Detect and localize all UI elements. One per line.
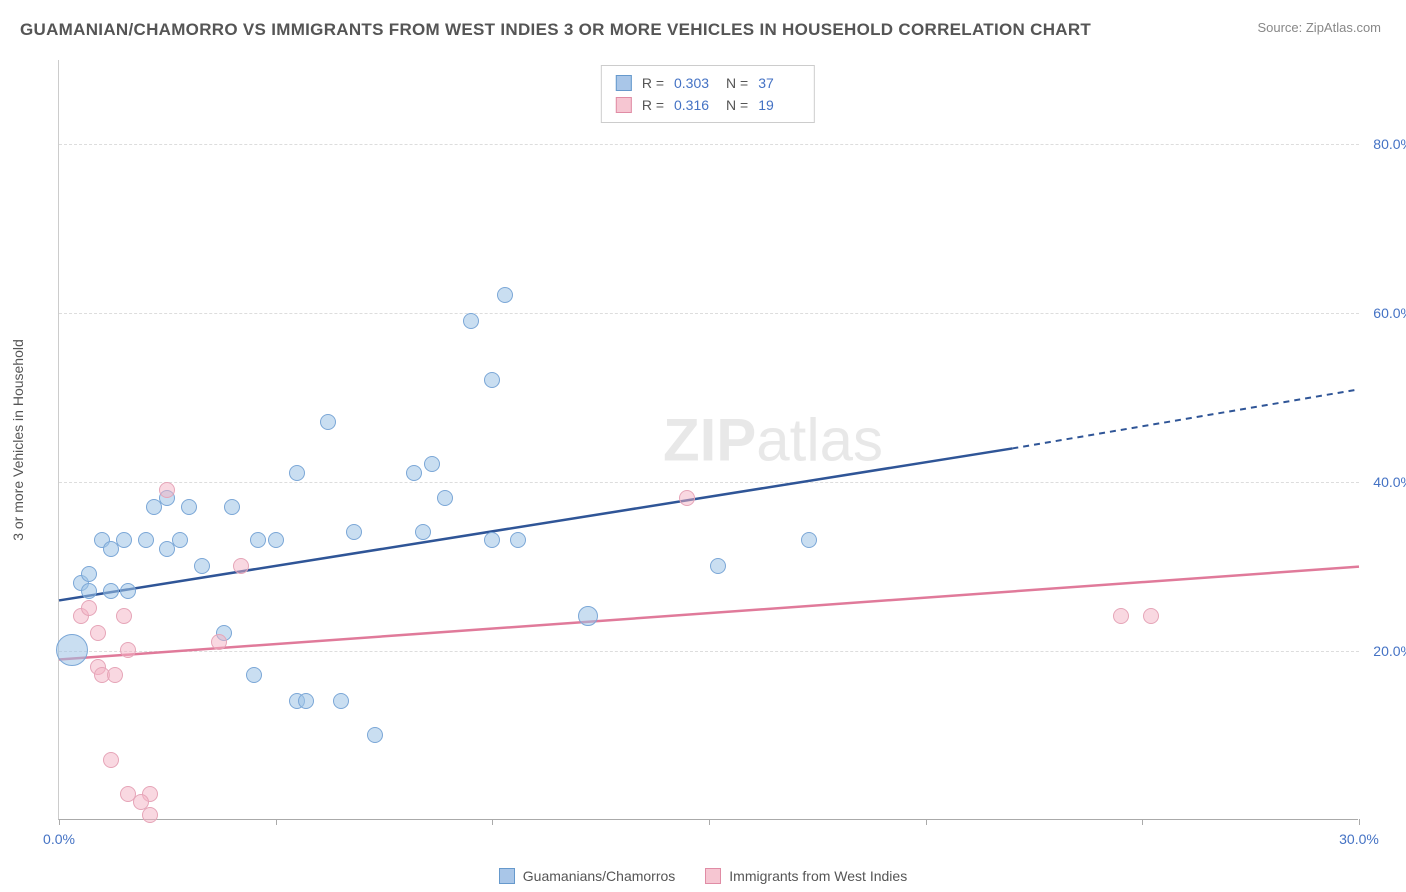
stat-r-value: 0.303 (674, 72, 716, 94)
scatter-point (1143, 608, 1159, 624)
scatter-point (194, 558, 210, 574)
scatter-point (250, 532, 266, 548)
scatter-point (298, 693, 314, 709)
legend-item: Immigrants from West Indies (705, 868, 907, 884)
scatter-point (437, 490, 453, 506)
scatter-point (801, 532, 817, 548)
scatter-point (120, 642, 136, 658)
scatter-point (710, 558, 726, 574)
y-axis-label: 3 or more Vehicles in Household (10, 339, 26, 541)
scatter-point (497, 287, 513, 303)
scatter-point (367, 727, 383, 743)
legend-label: Guamanians/Chamorros (523, 868, 676, 884)
y-tick-label: 60.0% (1363, 305, 1406, 321)
legend-swatch (499, 868, 515, 884)
scatter-point (116, 608, 132, 624)
scatter-point (120, 583, 136, 599)
x-tick-label: 0.0% (43, 831, 75, 847)
scatter-point (246, 667, 262, 683)
scatter-point (578, 606, 598, 626)
trend-lines (59, 60, 1359, 820)
y-tick-label: 80.0% (1363, 136, 1406, 152)
stat-n-value: 19 (758, 94, 800, 116)
scatter-point (1113, 608, 1129, 624)
scatter-point (81, 566, 97, 582)
x-tick (1359, 819, 1360, 825)
scatter-point (56, 634, 88, 666)
scatter-point (415, 524, 431, 540)
scatter-point (233, 558, 249, 574)
stat-r-value: 0.316 (674, 94, 716, 116)
legend-swatch (705, 868, 721, 884)
scatter-point (463, 313, 479, 329)
y-tick-label: 40.0% (1363, 474, 1406, 490)
scatter-point (224, 499, 240, 515)
scatter-point (289, 465, 305, 481)
scatter-point (90, 625, 106, 641)
legend-label: Immigrants from West Indies (729, 868, 907, 884)
scatter-point (333, 693, 349, 709)
legend-swatch (616, 75, 632, 91)
trend-line-dashed (1012, 389, 1359, 448)
scatter-point (346, 524, 362, 540)
scatter-point (484, 372, 500, 388)
scatter-point (103, 583, 119, 599)
trend-line (59, 567, 1359, 660)
scatter-point (484, 532, 500, 548)
stat-n-label: N = (726, 72, 748, 94)
scatter-point (81, 600, 97, 616)
scatter-point (138, 532, 154, 548)
y-tick-label: 20.0% (1363, 643, 1406, 659)
stat-r-label: R = (642, 94, 664, 116)
scatter-point (406, 465, 422, 481)
x-tick-label: 30.0% (1339, 831, 1379, 847)
plot-area: 20.0%40.0%60.0%80.0%0.0%30.0% (58, 60, 1358, 820)
stats-legend-row: R = 0.303 N = 37 (616, 72, 800, 94)
scatter-point (107, 667, 123, 683)
chart-area: 20.0%40.0%60.0%80.0%0.0%30.0% 3 or more … (58, 60, 1358, 820)
scatter-point (159, 482, 175, 498)
scatter-point (116, 532, 132, 548)
scatter-point (424, 456, 440, 472)
scatter-point (181, 499, 197, 515)
stat-n-label: N = (726, 94, 748, 116)
scatter-point (211, 634, 227, 650)
stats-legend: R = 0.303 N = 37 R = 0.316 N = 19 (601, 65, 815, 123)
stat-n-value: 37 (758, 72, 800, 94)
trend-line-solid (59, 448, 1012, 600)
stats-legend-row: R = 0.316 N = 19 (616, 94, 800, 116)
chart-title: GUAMANIAN/CHAMORRO VS IMMIGRANTS FROM WE… (20, 20, 1091, 40)
scatter-point (510, 532, 526, 548)
bottom-legend: Guamanians/Chamorros Immigrants from West… (0, 868, 1406, 884)
scatter-point (103, 752, 119, 768)
scatter-point (81, 583, 97, 599)
stat-r-label: R = (642, 72, 664, 94)
scatter-point (268, 532, 284, 548)
scatter-point (320, 414, 336, 430)
scatter-point (142, 807, 158, 823)
legend-swatch (616, 97, 632, 113)
scatter-point (172, 532, 188, 548)
scatter-point (679, 490, 695, 506)
legend-item: Guamanians/Chamorros (499, 868, 676, 884)
source-attribution: Source: ZipAtlas.com (1257, 20, 1381, 35)
